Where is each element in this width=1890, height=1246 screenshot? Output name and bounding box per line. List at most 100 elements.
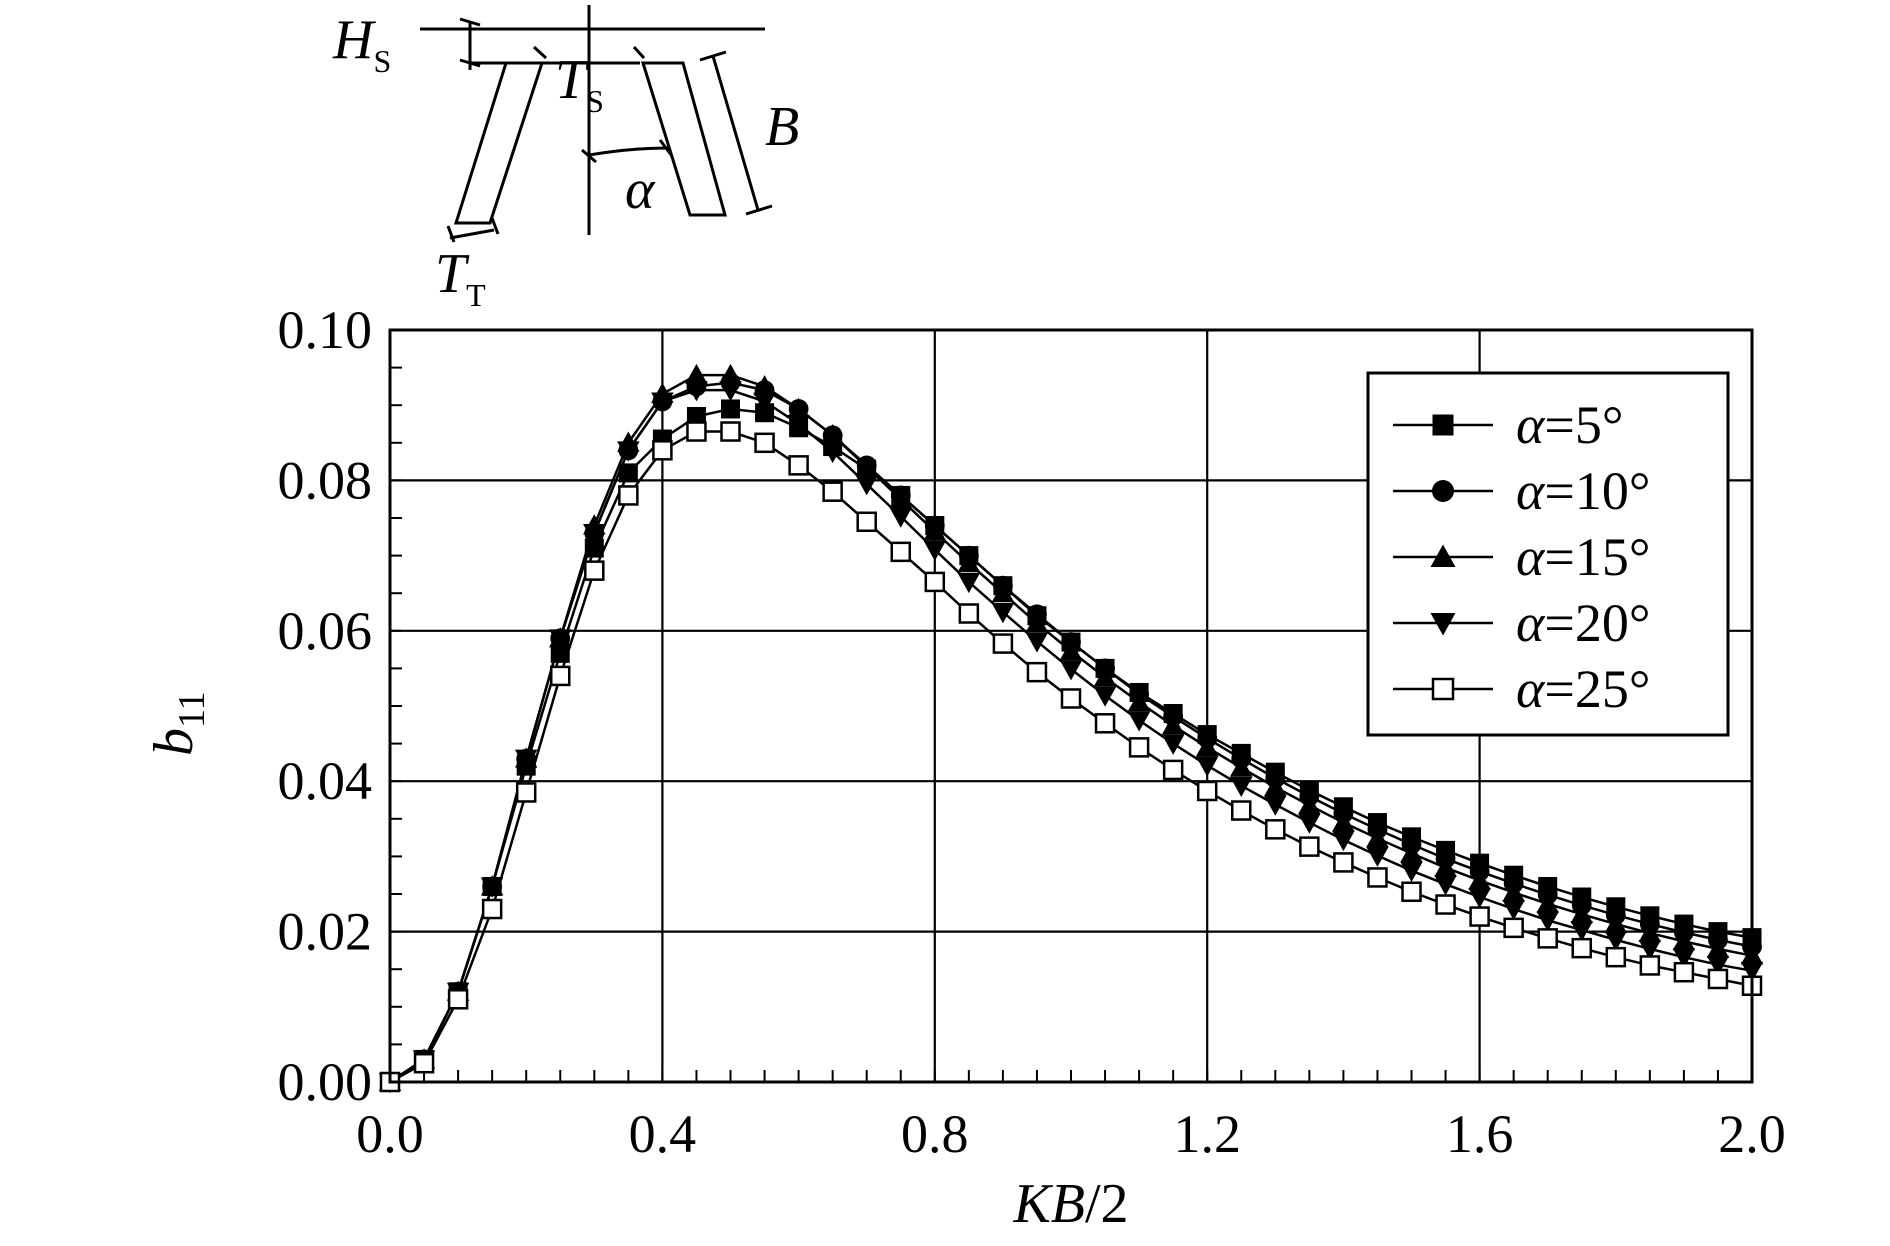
legend-marker — [1432, 414, 1454, 436]
inset-label-b: B — [765, 96, 799, 158]
legend-item-2: α=10° — [1393, 461, 1650, 521]
x-axis-title: KB/2 — [1012, 1173, 1128, 1235]
data-point — [1502, 900, 1525, 921]
data-point — [1605, 946, 1627, 968]
data-point — [583, 524, 606, 545]
data-point — [1706, 937, 1730, 958]
y-tick-label: 0.00 — [278, 1052, 373, 1112]
data-point — [1706, 955, 1730, 976]
data-point — [1503, 917, 1524, 939]
data-point — [1231, 800, 1252, 821]
data-point — [1469, 906, 1490, 927]
data-point — [550, 665, 571, 687]
data-point — [1265, 819, 1286, 840]
data-point — [1230, 756, 1253, 777]
data-point — [889, 487, 912, 509]
data-point — [1434, 875, 1457, 896]
legend-label: α=15° — [1516, 527, 1650, 587]
data-point — [1366, 846, 1389, 867]
data-point — [753, 392, 776, 413]
data-point — [651, 392, 674, 413]
legend-label: α=20° — [1516, 593, 1650, 653]
data-point — [720, 421, 741, 442]
data-point — [855, 475, 878, 496]
inset-hs-tick-top — [459, 17, 481, 27]
inset-tt-dimension — [449, 228, 495, 240]
legend-marker — [1430, 544, 1456, 567]
data-point — [1059, 639, 1083, 661]
data-point — [1060, 688, 1082, 709]
inset-hs-tick-bottom — [459, 58, 481, 68]
legend-item-1: α=5° — [1393, 395, 1623, 455]
legend-marker — [1430, 613, 1456, 636]
x-tick-label: 0.0 — [356, 1104, 424, 1164]
inset-label-alpha: α — [625, 159, 656, 221]
data-point — [1502, 881, 1525, 902]
data-point — [1127, 690, 1151, 712]
inset-ts-tick-left — [532, 45, 548, 60]
inset-right-demihull — [640, 61, 727, 217]
data-point — [1059, 660, 1083, 681]
hull-section-schematic — [420, 5, 773, 243]
inset-b-tick-bottom — [745, 204, 773, 216]
data-point — [1435, 894, 1456, 915]
inset-tt-tick-left — [446, 225, 456, 243]
data-point — [1639, 955, 1661, 976]
legend-item-4: α=20° — [1393, 593, 1650, 653]
data-point — [923, 540, 947, 561]
inset-label-tt: TT — [435, 243, 486, 313]
data-point — [1468, 888, 1491, 909]
data-point — [1298, 813, 1321, 834]
data-point — [480, 877, 504, 898]
data-point — [1400, 842, 1423, 863]
data-point — [1298, 794, 1321, 815]
data-point — [822, 481, 843, 502]
legend-item-5: α=25° — [1393, 659, 1650, 719]
y-tick-label: 0.10 — [278, 300, 373, 360]
legend-item-3: α=15° — [1393, 527, 1650, 587]
data-point — [754, 432, 775, 454]
data-point — [821, 424, 844, 445]
legend-label: α=5° — [1516, 395, 1623, 455]
data-point — [957, 572, 981, 594]
data-point — [753, 375, 776, 396]
data-point — [1468, 869, 1491, 890]
legend-items: α=5°α=10°α=15°α=20°α=25° — [1393, 395, 1650, 719]
data-point — [1093, 666, 1117, 687]
legend-label: α=10° — [1516, 461, 1650, 521]
data-point — [1094, 713, 1116, 734]
data-point — [1536, 892, 1559, 913]
legend: α=5°α=10°α=15°α=20°α=25° — [1366, 371, 1730, 737]
data-point — [617, 441, 640, 462]
data-point — [1604, 930, 1628, 952]
inset-alpha-arc — [588, 146, 669, 157]
data-point — [1264, 775, 1287, 797]
data-point — [685, 381, 708, 402]
x-tick-label: 1.6 — [1446, 1104, 1514, 1164]
y-tick-label: 0.02 — [278, 902, 373, 962]
data-point — [788, 455, 809, 476]
data-point — [924, 571, 946, 593]
data-point — [1196, 780, 1218, 802]
data-point — [1707, 968, 1729, 990]
y-tick-label: 0.08 — [278, 450, 373, 510]
legend-box — [1366, 371, 1730, 737]
data-point — [1161, 714, 1185, 735]
data-series — [378, 363, 1764, 1094]
data-point — [1025, 632, 1049, 653]
data-point — [1536, 911, 1559, 932]
legend-marker — [1431, 677, 1455, 701]
data-point — [787, 415, 810, 436]
data-point — [1230, 776, 1253, 797]
data-point — [991, 581, 1015, 603]
data-point — [992, 633, 1014, 654]
data-point — [821, 442, 844, 464]
inset-ts-tick-right — [632, 45, 646, 60]
data-point — [1128, 737, 1150, 758]
y-axis-title: b11 — [143, 691, 213, 756]
data-point — [1570, 903, 1593, 924]
data-point — [1332, 830, 1355, 852]
x-tick-label: 1.2 — [1173, 1104, 1241, 1164]
data-point — [549, 629, 572, 650]
data-point — [1264, 795, 1287, 816]
